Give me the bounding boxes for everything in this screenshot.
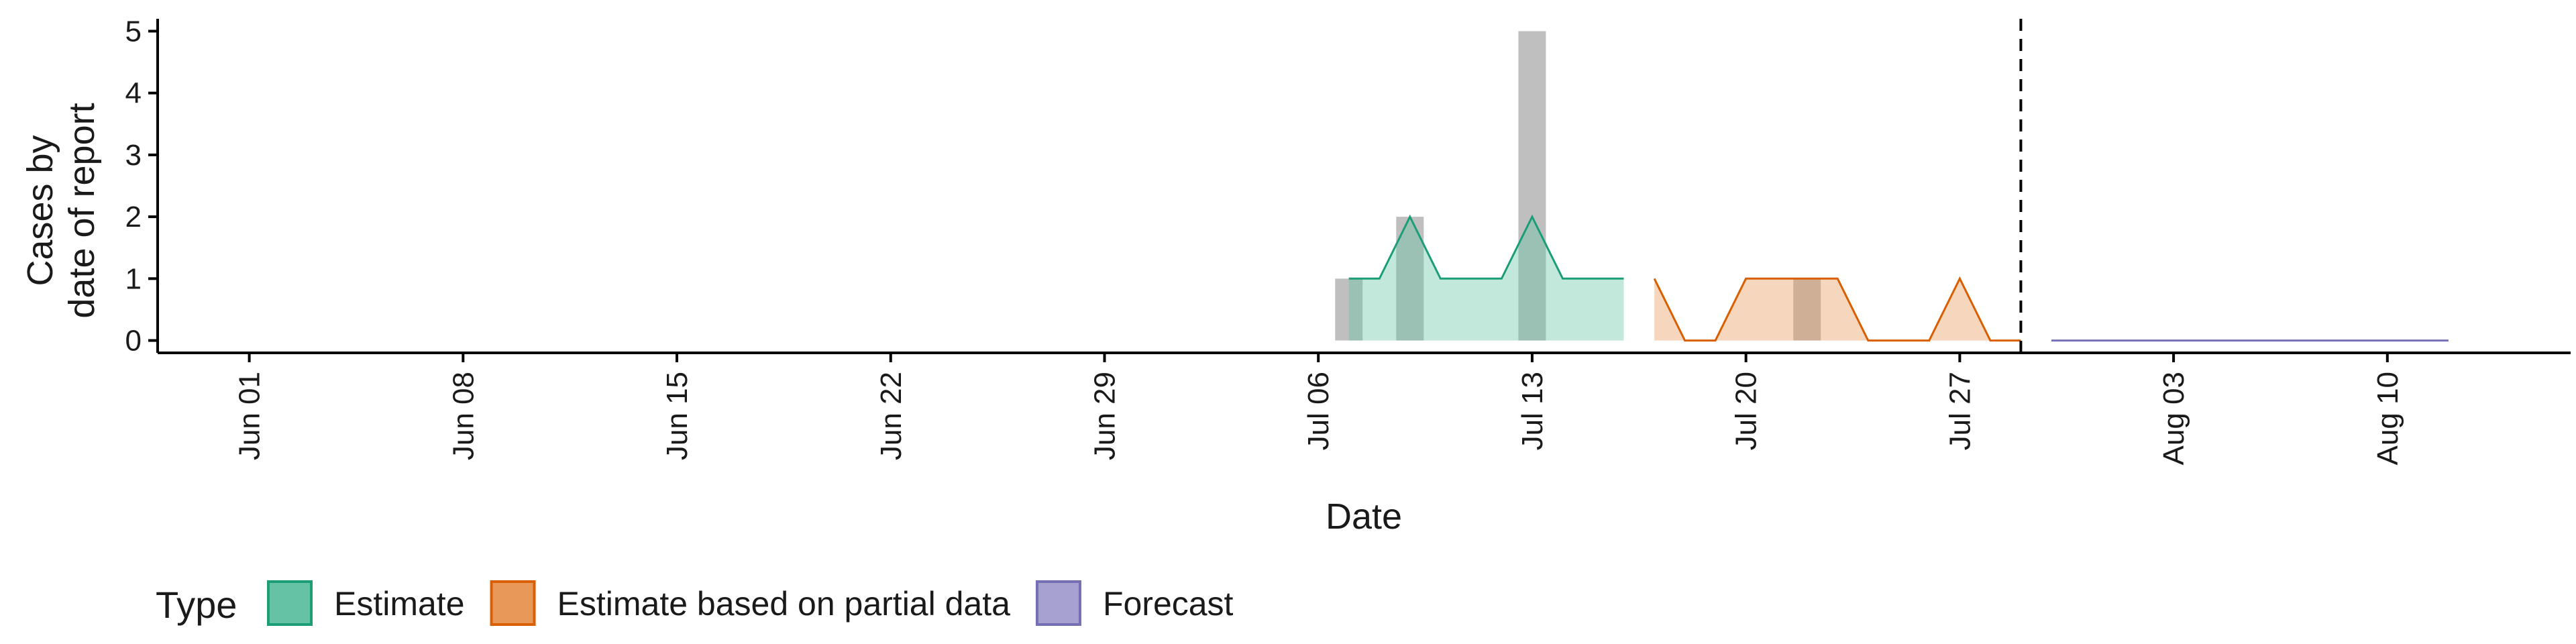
y-tick-label: 1 xyxy=(125,262,142,295)
x-tick-label: Jul 13 xyxy=(1516,372,1549,450)
y-tick-label: 0 xyxy=(125,325,142,358)
x-axis-title: Date xyxy=(1326,496,1402,537)
reported-case-bar xyxy=(1518,31,1546,341)
y-tick-label: 2 xyxy=(125,201,142,233)
y-tick-label: 3 xyxy=(125,139,142,172)
x-tick-label: Aug 10 xyxy=(2371,372,2404,465)
y-axis-title-line-2: date of report xyxy=(62,103,102,318)
estimate-based-on-partial-data-area xyxy=(1654,278,2021,341)
forecast-legend-swatch xyxy=(1035,580,1081,626)
x-tick-label: Jun 01 xyxy=(233,372,266,460)
estimate-legend-swatch xyxy=(267,580,313,626)
y-axis-title: Cases by date of report xyxy=(20,103,102,318)
forecast-legend-label: Forecast xyxy=(1103,585,1234,623)
estimate-areas xyxy=(1348,214,2449,342)
estimate-legend-label: Estimate xyxy=(334,585,465,623)
legend: Type Estimate Estimate based on partial d… xyxy=(156,580,1234,626)
x-tick-label: Jun 08 xyxy=(447,372,480,460)
y-tick-label: 5 xyxy=(125,15,142,48)
x-tick-label: Aug 03 xyxy=(2157,372,2190,465)
x-tick-label: Jun 15 xyxy=(661,372,694,460)
reported-case-bar xyxy=(1335,278,1363,341)
estimate-line xyxy=(1348,214,1624,280)
estimate-based-on-partial-data-legend-swatch xyxy=(490,580,536,626)
reported-case-bar xyxy=(1793,278,1821,341)
x-tick-label: Jul 06 xyxy=(1302,372,1335,450)
estimate-based-on-partial-data-legend-label: Estimate based on partial data xyxy=(557,585,1011,623)
axes: 0 1 2 3 4 5 Jun 01 Jun 08 Jun 15 Jun 22 Jun 29 Jul … xyxy=(125,15,2571,465)
x-tick-label: Jul 27 xyxy=(1943,372,1976,450)
legend-title: Type xyxy=(156,584,237,626)
y-tick-label: 4 xyxy=(125,77,142,110)
estimate-based-on-partial-data-line xyxy=(1653,276,2021,342)
x-tick-label: Jun 29 xyxy=(1089,372,1122,460)
x-tick-label: Jun 22 xyxy=(875,372,908,460)
x-tick-label: Jul 20 xyxy=(1730,372,1763,450)
y-axis-title-line-1: Cases by xyxy=(20,135,60,286)
